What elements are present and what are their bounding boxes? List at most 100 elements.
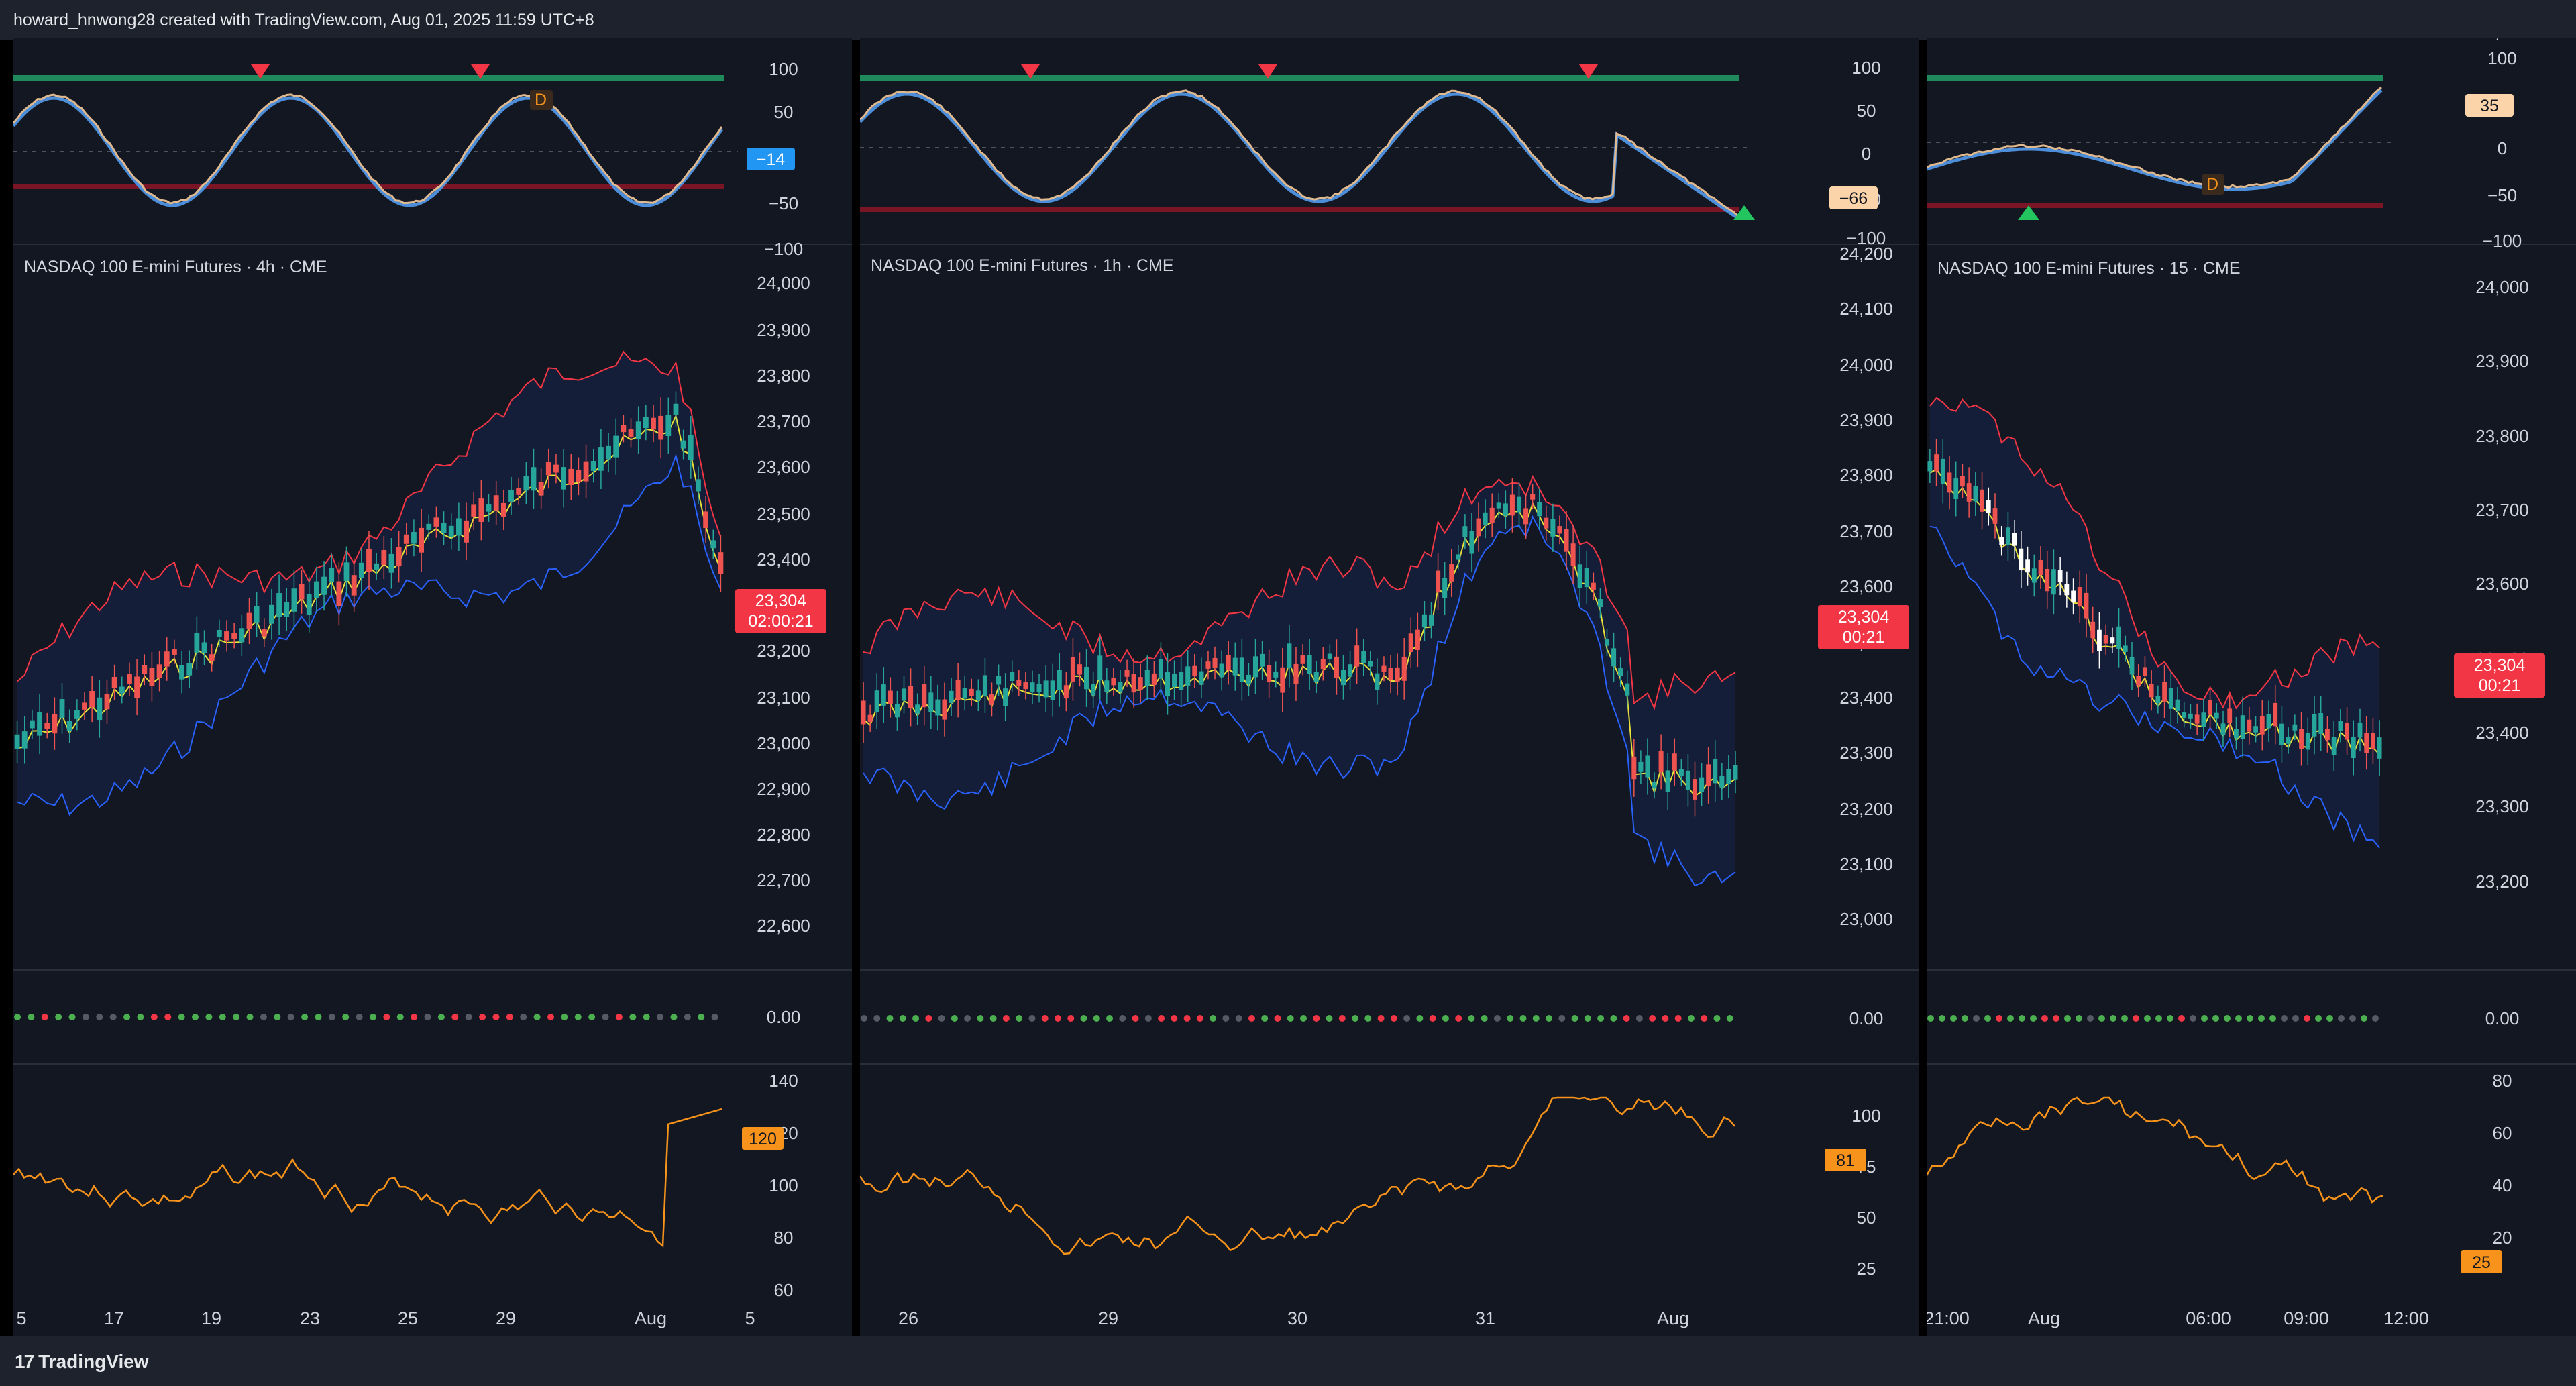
bottom-value-tag: 81 (1825, 1149, 1866, 1171)
time-axis-label: 31 (1475, 1308, 1495, 1328)
dots-axis-label: 0.00 (2485, 1008, 2520, 1028)
chart-canvas[interactable]: D100500−50−1003524,00023,90023,80023,700… (1927, 38, 2576, 1336)
bottom-indicator-line[interactable] (860, 1096, 1735, 1255)
price-axis-tick: 23,900 (1839, 410, 1893, 430)
time-axis-label: 25 (398, 1308, 418, 1328)
buy-signal-marker[interactable] (2018, 205, 2039, 220)
time-axis[interactable]: 21:00 Aug 06:00 09:00 12:00 (1927, 1308, 2429, 1328)
buy-signal-marker[interactable] (1733, 205, 1755, 220)
bottom-indicator-pane[interactable]: 10075502581 (860, 1096, 1881, 1279)
time-axis[interactable]: 5 17 19 23 25 29 Aug 5 (16, 1308, 755, 1328)
chart-header-caption: howard_hnwong28 created with TradingView… (0, 0, 2576, 40)
bollinger-lower-band[interactable] (1929, 525, 2380, 849)
bottom-axis-tick: 40 (2493, 1175, 2512, 1195)
oscillator-axis-tick: −50 (769, 193, 798, 213)
svg-text:02:00:21: 02:00:21 (748, 612, 813, 631)
svg-text:35: 35 (2480, 97, 2499, 115)
bottom-value-tag: 120 (742, 1127, 784, 1150)
time-axis[interactable]: 26 29 30 31 Aug (898, 1308, 1689, 1328)
chart-panel-4h[interactable]: D100500−50−100−1424,00023,90023,80023,70… (13, 38, 852, 1336)
bottom-axis-tick: 25 (1857, 1259, 1876, 1279)
bottom-axis-tick: 80 (2493, 1071, 2512, 1091)
oscillator-axis-tick: −50 (2487, 185, 2517, 205)
chart-canvas[interactable]: 100500−50−100−6624,20024,10024,00023,900… (860, 38, 1919, 1336)
bollinger-upper-band[interactable] (863, 474, 1736, 710)
time-axis-label: 21:00 (1927, 1308, 1970, 1328)
squeeze-dots-pane[interactable]: 0.00 (861, 1008, 1883, 1028)
time-axis-label: Aug (635, 1308, 667, 1328)
price-axis-tick: 23,500 (757, 504, 810, 524)
time-axis-label: 30 (1287, 1308, 1307, 1328)
sell-signal-marker[interactable] (1579, 64, 1598, 79)
time-axis-label: 29 (1098, 1308, 1118, 1328)
oscillator-axis-tick: 100 (769, 59, 798, 79)
time-axis-label: 5 (16, 1308, 26, 1328)
bottom-indicator-pane[interactable]: 80 60 40 2025 (1927, 1071, 2512, 1273)
oscillator-axis-tick: −100 (1847, 228, 1886, 248)
time-axis-label: 26 (898, 1308, 918, 1328)
bollinger-basis[interactable] (1929, 468, 2380, 757)
bollinger-basis[interactable] (863, 501, 1736, 797)
time-axis-label: 19 (201, 1308, 221, 1328)
squeeze-dots-pane[interactable]: 0.00 (14, 1007, 800, 1027)
sell-signal-marker[interactable] (251, 64, 270, 79)
bottom-indicator-pane[interactable]: 1401201008060120 (13, 1071, 798, 1300)
oscillator-pane[interactable]: D100500−50−100−14 (13, 59, 803, 259)
oscillator-axis-tick: 100 (2487, 48, 2516, 68)
panel-title: NASDAQ 100 E-mini Futures · 15 · CME (1937, 259, 2241, 278)
time-axis-label: 12:00 (2383, 1308, 2429, 1328)
price-axis-tick: 23,300 (1839, 743, 1893, 763)
price-axis-tick: 23,100 (757, 688, 810, 708)
bottom-indicator-line[interactable] (1927, 1096, 2383, 1204)
price-axis-tick: 24,000 (1839, 355, 1893, 375)
squeeze-dots-pane[interactable]: 0.00 (1927, 1008, 2519, 1028)
svg-text:81: 81 (1836, 1151, 1855, 1170)
dots-axis-label: 0.00 (1849, 1008, 1884, 1028)
panel-title: NASDAQ 100 E-mini Futures · 4h · CME (24, 258, 327, 276)
sell-signal-marker[interactable] (1258, 64, 1277, 79)
tradingview-logo[interactable]: 17 TradingView (15, 1351, 149, 1373)
last-price-tag: 23,304 02:00:21 (735, 589, 826, 633)
oscillator-value-tag: 35 (2465, 94, 2514, 117)
divergence-label: D (2206, 175, 2218, 194)
candlestick-series[interactable] (1927, 439, 2382, 776)
candlestick-series[interactable] (861, 478, 1738, 817)
sell-signal-marker[interactable] (471, 64, 490, 79)
price-axis-tick: 23,400 (757, 549, 810, 570)
price-axis-tick: 23,800 (757, 366, 810, 386)
price-axis-tick: 23,800 (1839, 465, 1893, 485)
chart-canvas[interactable]: D100500−50−100−1424,00023,90023,80023,70… (13, 38, 852, 1336)
price-axis-tick: 23,300 (2475, 796, 2529, 816)
bollinger-upper-band[interactable] (1929, 396, 2380, 710)
svg-text:120: 120 (749, 1130, 777, 1149)
candlestick-series[interactable] (14, 391, 724, 764)
sell-signal-marker[interactable] (1021, 64, 1040, 79)
price-axis-tick: 23,200 (2475, 871, 2529, 892)
price-pane[interactable]: 24,200 24,100 24,000 23,900 23,800 23,700 23,6… (861, 244, 1909, 929)
chart-panel-1h[interactable]: 100500−50−100−6624,20024,10024,00023,900… (860, 38, 1919, 1336)
chart-panel-15m[interactable]: D100500−50−1003524,00023,90023,80023,700… (1927, 38, 2576, 1336)
time-axis-label: Aug (2028, 1308, 2060, 1328)
price-axis-tick: 23,700 (757, 411, 810, 431)
price-axis-tick: 23,600 (1839, 576, 1893, 596)
price-pane[interactable]: 24,00023,90023,80023,70023,60023,50023,4… (14, 273, 826, 936)
time-axis-label: 09:00 (2284, 1308, 2329, 1328)
price-axis-tick: 23,900 (757, 320, 810, 340)
bottom-axis-tick: 100 (1851, 1106, 1880, 1126)
price-pane[interactable]: 24,00023,90023,80023,70023,60023,50023,4… (1927, 38, 2545, 892)
time-axis-label: 17 (104, 1308, 124, 1328)
time-axis-label: 29 (496, 1308, 516, 1328)
oscillator-value-tag: −66 (1829, 186, 1878, 209)
bottom-axis-tick: 100 (769, 1175, 798, 1195)
price-axis-tick: 23,700 (2475, 500, 2529, 520)
panel-title: NASDAQ 100 E-mini Futures · 1h · CME (871, 256, 1174, 275)
bottom-indicator-line[interactable] (13, 1108, 722, 1248)
divergence-label: D (535, 91, 547, 109)
svg-text:23,304: 23,304 (755, 592, 807, 610)
bollinger-lower-band[interactable] (863, 515, 1736, 887)
price-axis-tick: 23,600 (757, 457, 810, 477)
